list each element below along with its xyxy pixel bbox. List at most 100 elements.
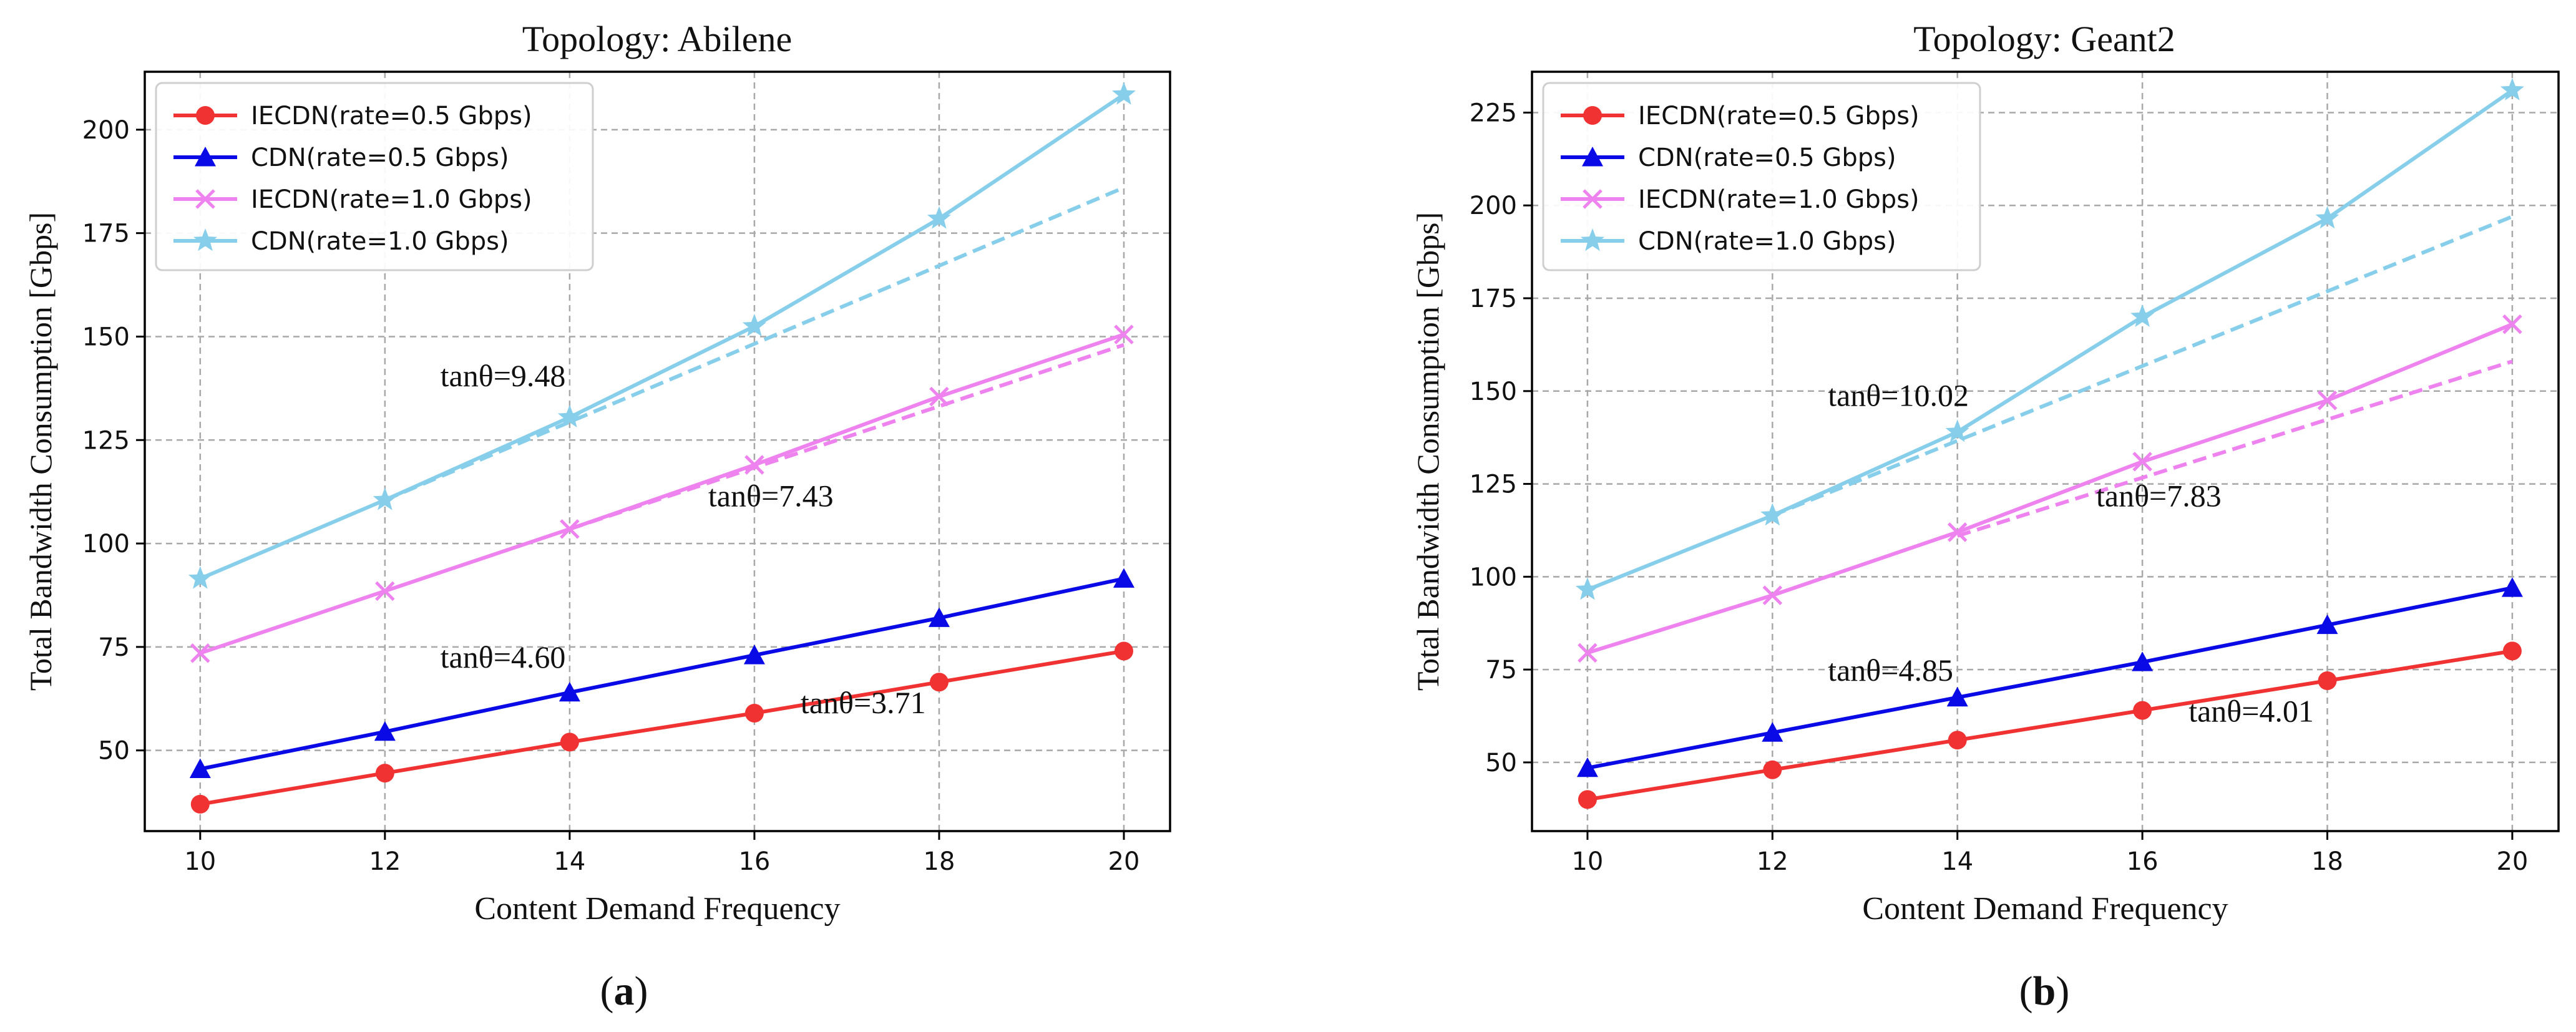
legend-label: CDN(rate=1.0 Gbps) <box>251 227 509 256</box>
y-tick-label: 200 <box>1470 192 1517 220</box>
data-point <box>1945 419 1969 442</box>
legend-marker <box>1583 106 1602 125</box>
legend-marker <box>193 228 217 251</box>
data-point <box>929 673 949 692</box>
data-point <box>744 455 764 475</box>
series-line <box>200 577 1125 771</box>
y-tick-label: 175 <box>1470 285 1517 313</box>
data-point <box>2315 206 2339 229</box>
data-point <box>560 733 579 752</box>
series-1 <box>190 641 1133 814</box>
trend-line <box>1956 359 2513 538</box>
legend-marker <box>1581 228 1604 251</box>
data-point <box>375 764 394 783</box>
series-line <box>1587 649 2513 802</box>
legend-label: IECDN(rate=0.5 Gbps) <box>251 102 532 130</box>
panel-caption-letter: a <box>614 968 635 1014</box>
series-line <box>199 93 1125 581</box>
trend-line <box>568 343 1125 531</box>
x-tick-label: 20 <box>1108 847 1140 876</box>
data-point <box>743 645 765 664</box>
plot-frame <box>1531 71 2560 832</box>
data-point <box>742 313 766 337</box>
series-1 <box>1578 641 2522 809</box>
legend-entry: CDN(rate=0.5 Gbps) <box>1561 144 1896 172</box>
data-point <box>1578 643 1598 663</box>
x-tick-label: 18 <box>2311 847 2343 876</box>
panel-caption-letter: b <box>2033 968 2056 1014</box>
legend-entry: CDN(rate=0.5 Gbps) <box>173 144 509 172</box>
legend-marker <box>1582 147 1603 167</box>
legend-entry: CDN(rate=1.0 Gbps) <box>173 227 509 256</box>
data-point <box>744 703 764 723</box>
legend: IECDN(rate=0.5 Gbps) CDN(rate=0.5 Gbps) IE… <box>155 82 594 271</box>
data-point <box>929 386 949 407</box>
data-point <box>2502 641 2522 661</box>
data-point <box>1575 577 1599 600</box>
data-point <box>1762 585 1783 605</box>
grid <box>1532 72 2559 831</box>
legend-label: CDN(rate=0.5 Gbps) <box>1638 144 1896 172</box>
legend-label: CDN(rate=1.0 Gbps) <box>1638 227 1896 256</box>
legend-label: IECDN(rate=0.5 Gbps) <box>1638 102 1920 130</box>
data-point <box>559 681 580 702</box>
chart-panel-2: tanθ=10.02 tanθ=7.83 tanθ=4.85 tanθ=4.01 10 1… <box>1410 19 2560 927</box>
y-tick-label: 200 <box>82 116 130 145</box>
data-point <box>2133 701 2152 720</box>
data-point <box>1113 568 1134 588</box>
y-axis-label: Total Bandwidth Consumption [Gbps] <box>1410 212 1445 691</box>
legend-label: CDN(rate=0.5 Gbps) <box>251 144 509 172</box>
series-line <box>200 649 1125 806</box>
data-point <box>1947 522 1968 542</box>
data-point <box>1763 760 1782 779</box>
x-tick-label: 10 <box>1571 847 1603 876</box>
data-point <box>189 758 211 778</box>
x-tick-label: 14 <box>554 847 585 876</box>
legend-label: IECDN(rate=1.0 Gbps) <box>251 185 532 214</box>
series-3 <box>1578 314 2522 663</box>
y-tick-label: 50 <box>98 737 130 766</box>
data-point <box>188 566 212 589</box>
legend-box <box>155 82 594 271</box>
series-line <box>199 333 1125 655</box>
series-2 <box>1576 577 2523 777</box>
plot-frame <box>144 71 1171 832</box>
data-point <box>1112 82 1136 105</box>
data-point <box>2501 577 2523 597</box>
y-tick-label: 75 <box>1485 656 1517 684</box>
data-point <box>1576 757 1598 777</box>
x-tick-label: 12 <box>369 847 401 876</box>
trend-line <box>384 185 1125 502</box>
data-point <box>2500 77 2524 100</box>
data-point <box>1948 731 1967 750</box>
y-tick-label: 125 <box>1470 470 1517 499</box>
data-point <box>190 794 210 814</box>
slope-annotation: tanθ=9.48 <box>441 358 566 393</box>
data-point <box>927 206 951 229</box>
y-tick-label: 150 <box>82 323 130 351</box>
chart-title: Topology: Geant2 <box>1913 19 2175 59</box>
y-tick-label: 125 <box>82 426 130 455</box>
legend-marker <box>196 106 215 125</box>
series-4 <box>188 82 1136 589</box>
slope-annotation: tanθ=7.83 <box>2096 478 2222 513</box>
slope-annotation: tanθ=7.43 <box>708 478 834 513</box>
data-point <box>2502 314 2522 334</box>
legend-marker <box>1583 189 1603 209</box>
series-3 <box>190 324 1134 663</box>
slope-annotation: tanθ=4.60 <box>441 640 566 674</box>
series-line <box>1587 322 2514 655</box>
legend-entry: IECDN(rate=1.0 Gbps) <box>1561 185 1920 214</box>
x-axis-label: Content Demand Frequency <box>1862 891 2228 927</box>
y-axis-label: Total Bandwidth Consumption [Gbps] <box>23 212 58 691</box>
data-point <box>560 519 580 539</box>
x-tick-label: 16 <box>2127 847 2159 876</box>
legend-entry: IECDN(rate=0.5 Gbps) <box>1561 102 1920 130</box>
data-point <box>1114 324 1134 344</box>
data-point <box>190 643 210 663</box>
data-point <box>1578 790 1597 809</box>
legend-marker <box>195 189 215 209</box>
slope-annotation: tanθ=10.02 <box>1828 378 1969 413</box>
x-axis-label: Content Demand Frequency <box>474 891 840 927</box>
